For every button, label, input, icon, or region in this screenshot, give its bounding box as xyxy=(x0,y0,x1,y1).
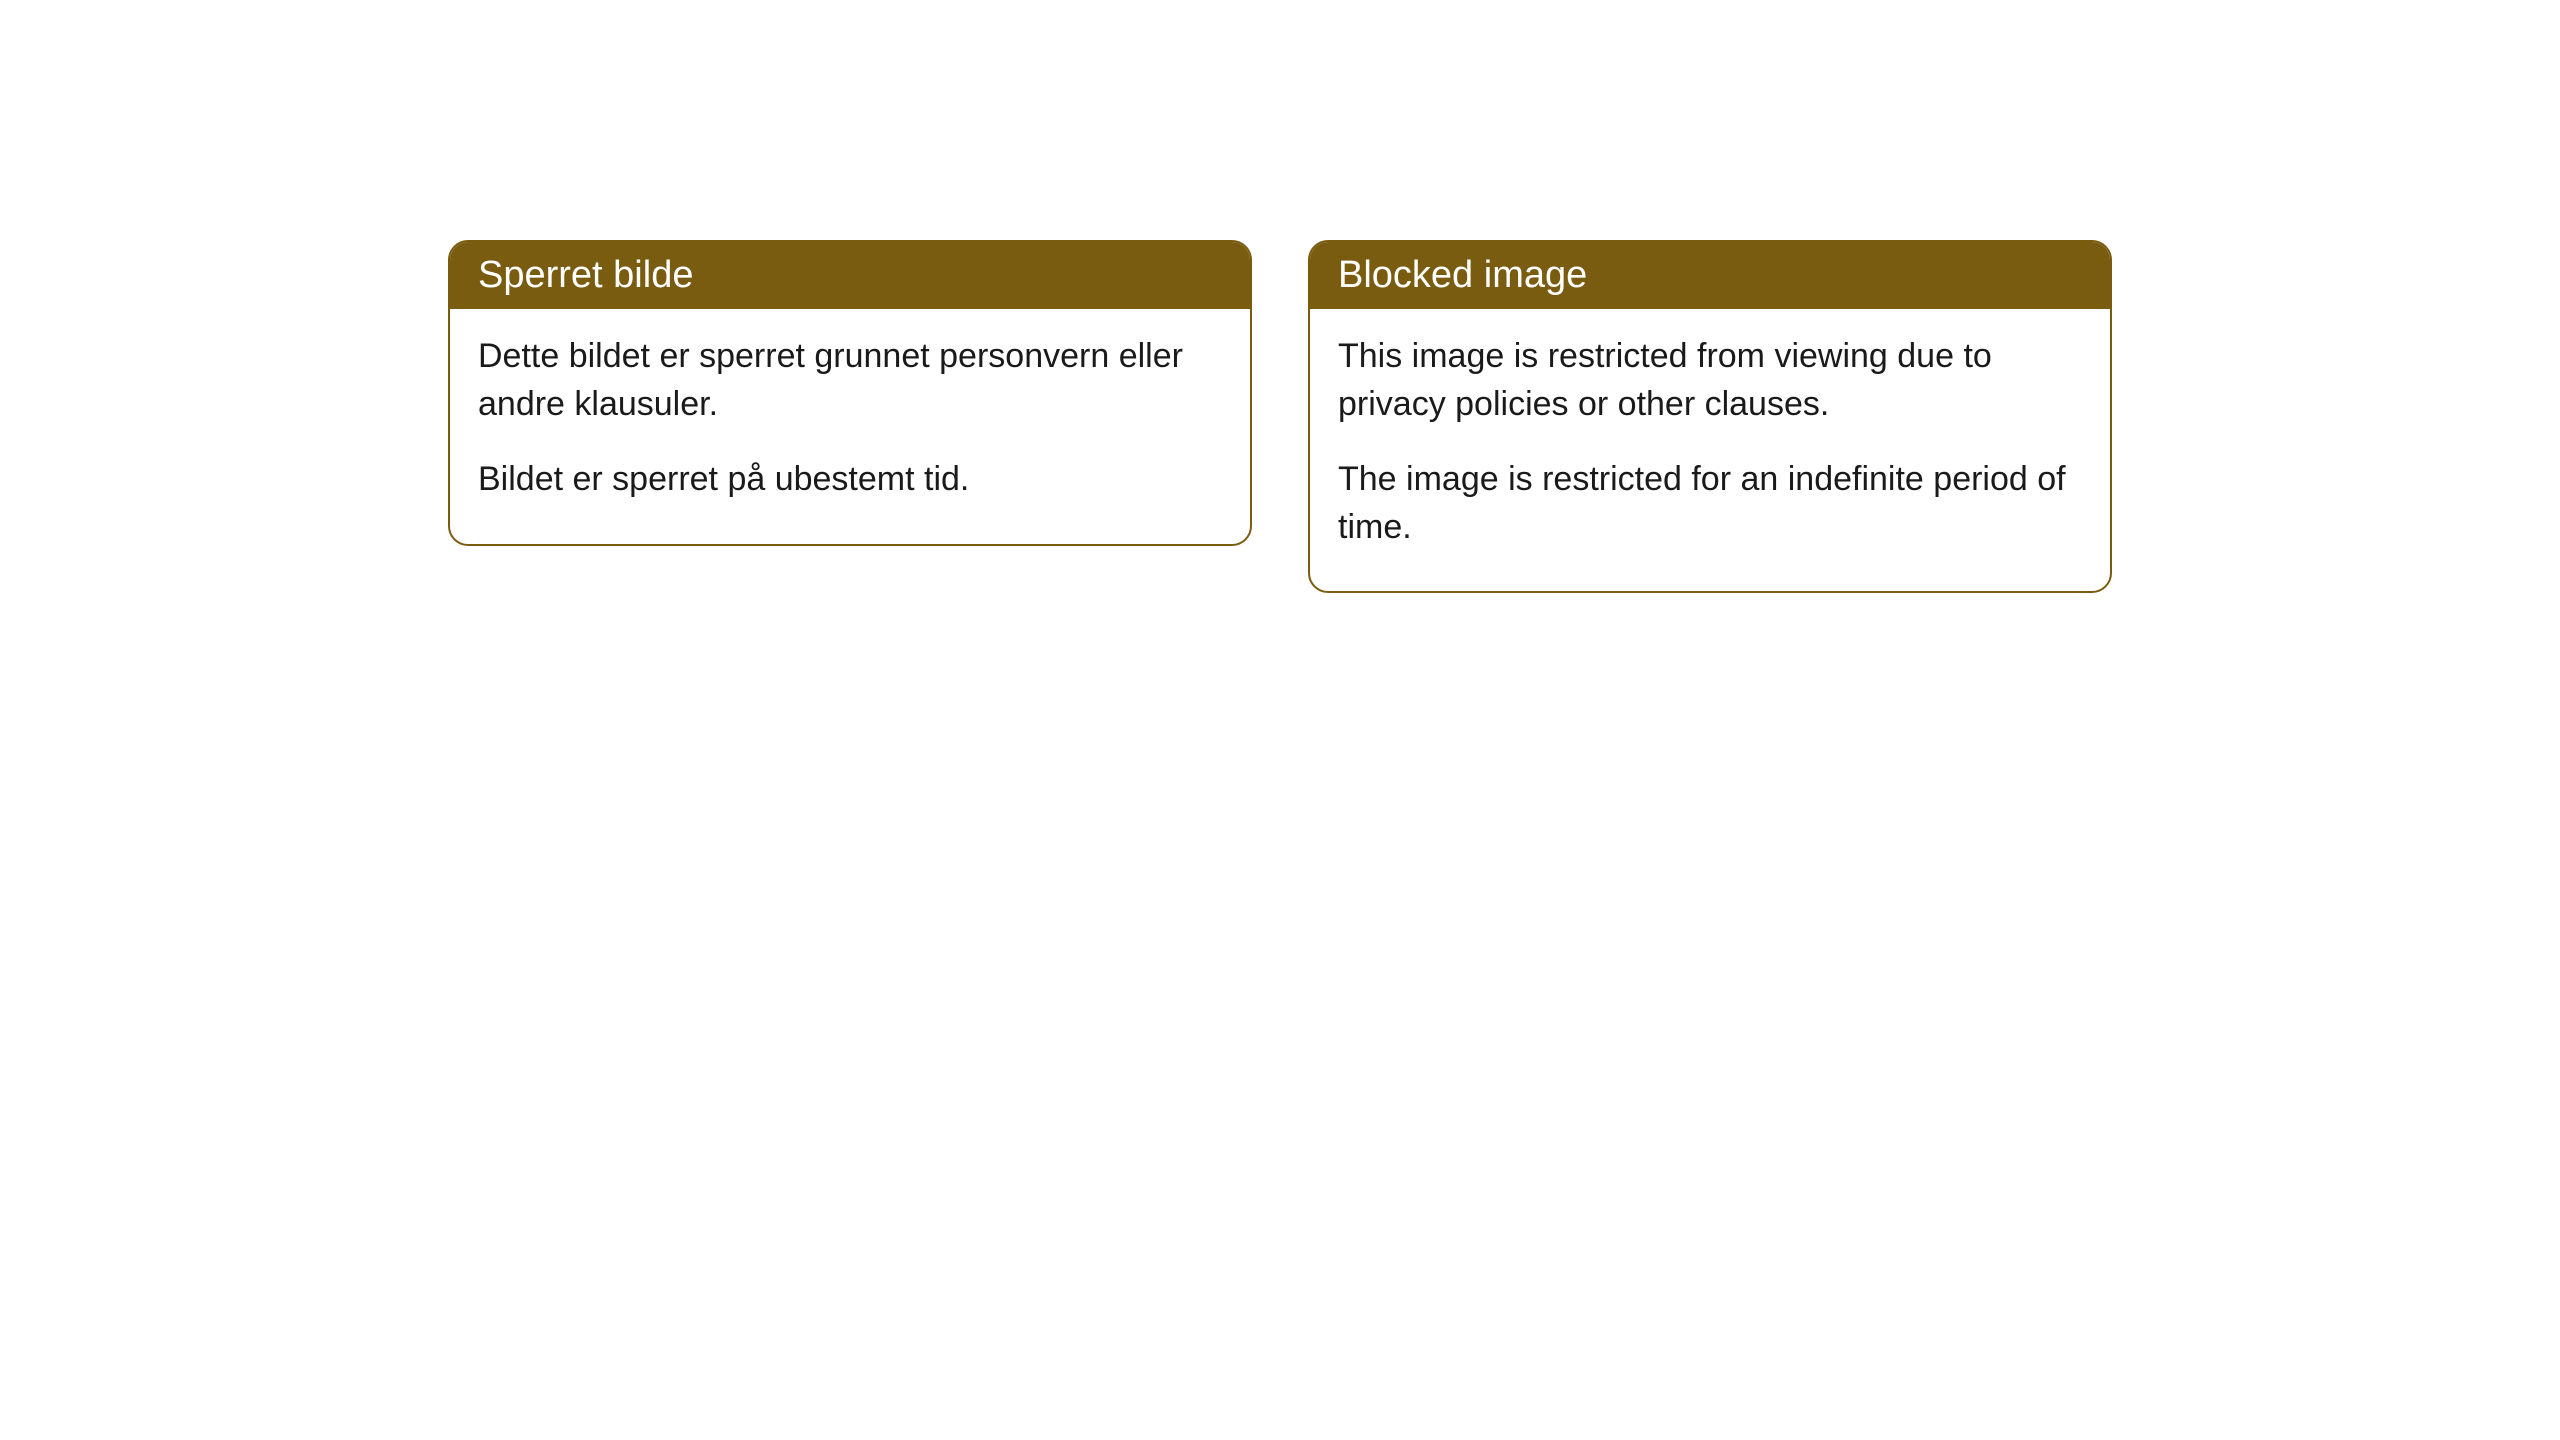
card-body: Dette bildet er sperret grunnet personve… xyxy=(450,309,1250,544)
notice-cards-container: Sperret bilde Dette bildet er sperret gr… xyxy=(448,240,2112,1440)
card-header: Sperret bilde xyxy=(450,242,1250,309)
notice-card-english: Blocked image This image is restricted f… xyxy=(1308,240,2112,593)
card-paragraph: The image is restricted for an indefinit… xyxy=(1338,456,2082,551)
notice-card-norwegian: Sperret bilde Dette bildet er sperret gr… xyxy=(448,240,1252,546)
card-paragraph: This image is restricted from viewing du… xyxy=(1338,333,2082,428)
card-title: Sperret bilde xyxy=(478,254,693,296)
card-paragraph: Bildet er sperret på ubestemt tid. xyxy=(478,456,1222,504)
card-body: This image is restricted from viewing du… xyxy=(1310,309,2110,591)
card-header: Blocked image xyxy=(1310,242,2110,309)
card-title: Blocked image xyxy=(1338,254,1587,296)
card-paragraph: Dette bildet er sperret grunnet personve… xyxy=(478,333,1222,428)
